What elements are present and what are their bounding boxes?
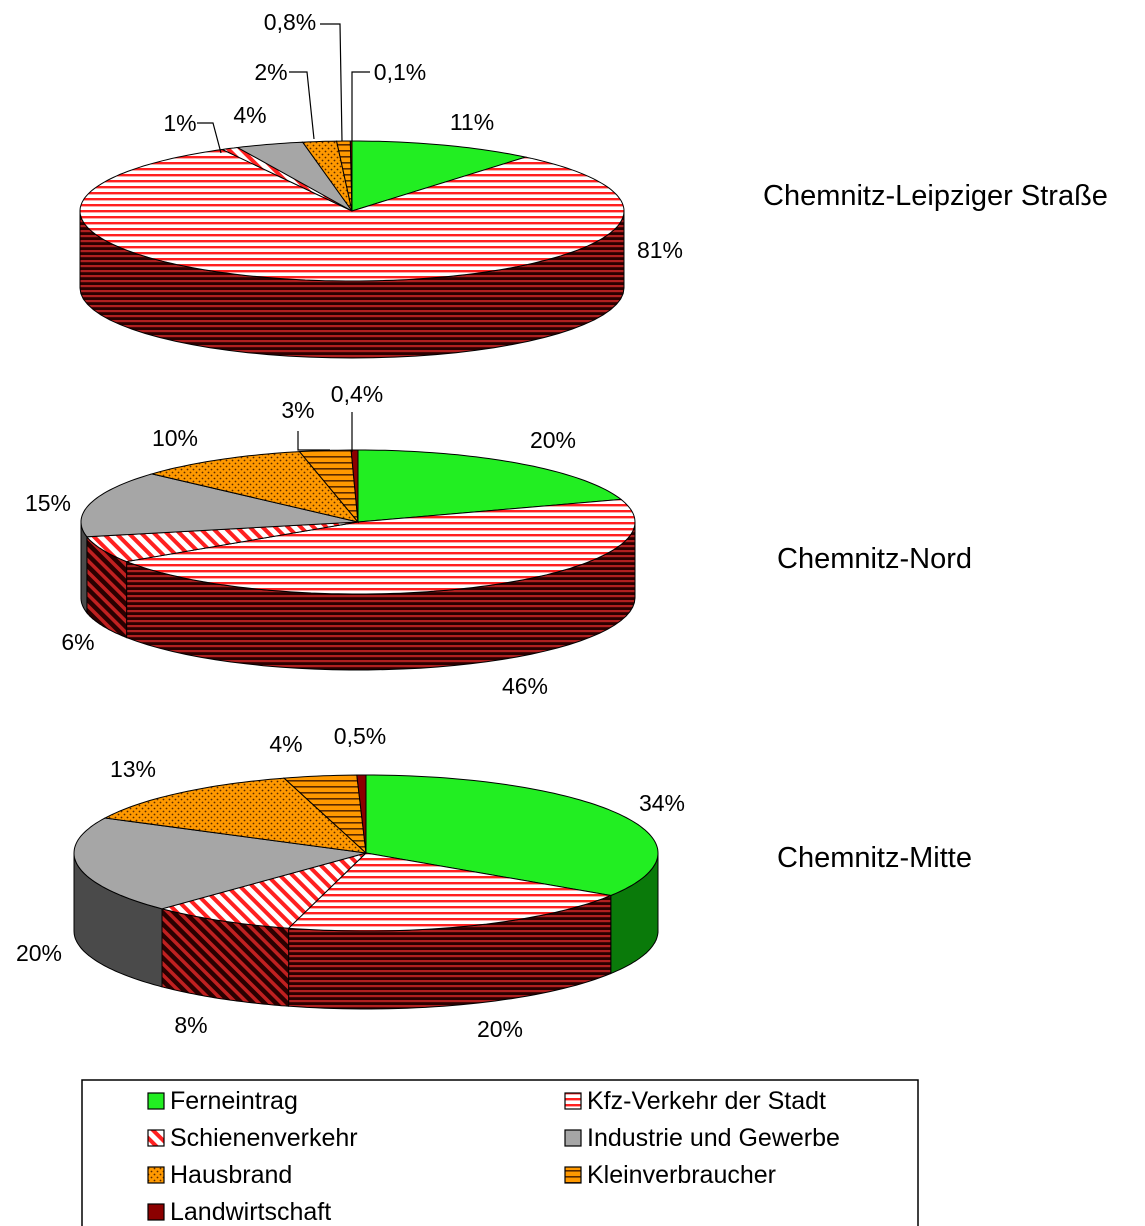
slice-schienenverkehr <box>85 521 359 563</box>
data-label-ferneintrag: 34% <box>639 790 685 816</box>
legend-swatch <box>564 1166 582 1184</box>
legend-item-kleinverbraucher: Kleinverbraucher <box>564 1161 776 1189</box>
slice-ferneintrag <box>357 449 623 523</box>
legend-swatch <box>564 1092 582 1110</box>
slice-hausbrand <box>150 451 360 523</box>
legend-item-ferneintrag: Ferneintrag <box>147 1087 298 1115</box>
slice-landwirtschaft <box>350 449 359 523</box>
legend: Ferneintrag Kfz-Verkehr der Stadt Schienen… <box>81 1079 919 1226</box>
slice-kleinverbraucher <box>282 774 367 855</box>
data-label-industrie-und-gewerbe: 20% <box>16 940 62 966</box>
legend-label: Schienenverkehr <box>170 1124 358 1152</box>
data-label-industrie-und-gewerbe: 15% <box>25 490 71 516</box>
data-label-kleinverbraucher: 3% <box>281 397 314 423</box>
leader-line <box>320 23 343 142</box>
data-label-schienenverkehr: 8% <box>174 1012 207 1038</box>
data-label-kleinverbraucher: 0,8% <box>264 9 316 35</box>
legend-swatch <box>147 1166 165 1184</box>
legend-label: Industrie und Gewerbe <box>587 1124 840 1152</box>
data-label-ferneintrag: 11% <box>450 109 494 135</box>
pie-chart-chemnitz-nord: 20% 46% 6% 15% 10% 3% 0,4% Chemnitz-Nord <box>25 381 972 699</box>
pie-chart-chemnitz-leipziger-strasse: 11% 81% 1% 4% 2% 0,8% 0,1% Chemnitz-Leipziger S… <box>79 9 1108 359</box>
slice-industrie-und-gewerbe <box>73 817 367 910</box>
data-label-hausbrand: 2% <box>254 59 287 85</box>
pie-top <box>80 449 636 595</box>
leader-line <box>351 71 370 141</box>
slice-industrie-und-gewerbe <box>236 141 353 212</box>
data-label-kfz-verkehr-der-stadt: 20% <box>477 1016 523 1042</box>
legend-item-kfz-verkehr-der-stadt: Kfz-Verkehr der Stadt <box>564 1087 826 1115</box>
legend-swatch <box>147 1203 165 1221</box>
data-label-schienenverkehr: 1% <box>163 110 196 136</box>
legend-label: Kfz-Verkehr der Stadt <box>587 1087 826 1115</box>
data-label-hausbrand: 13% <box>110 756 156 782</box>
data-label-landwirtschaft: 0,4% <box>331 381 383 407</box>
pie-top <box>73 774 659 932</box>
legend-item-industrie-und-gewerbe: Industrie und Gewerbe <box>564 1124 840 1152</box>
legend-label: Landwirtschaft <box>170 1198 331 1226</box>
data-label-landwirtschaft: 0,1% <box>374 59 426 85</box>
pie-chart-chemnitz-mitte: 34% 20% 8% 20% 13% 4% 0,5% Chemnitz-Mitte <box>16 723 972 1042</box>
chart-title: Chemnitz-Nord <box>777 543 972 575</box>
slice-kfz-verkehr-der-stadt <box>287 852 613 932</box>
slice-kfz-verkehr-der-stadt <box>124 498 636 595</box>
legend-label: Kleinverbraucher <box>587 1161 776 1189</box>
legend-label: Ferneintrag <box>170 1087 298 1115</box>
pie-sides <box>73 852 659 1010</box>
legend-swatch <box>564 1129 582 1147</box>
charts-layer: 11% 81% 1% 4% 2% 0,8% 0,1% Chemnitz-Leipziger S… <box>16 9 1108 1042</box>
leader-line <box>197 122 222 154</box>
slice-schienenverkehr <box>160 852 367 929</box>
legend-item-schienenverkehr: Schienenverkehr <box>147 1124 358 1152</box>
chart-title: Chemnitz-Mitte <box>777 842 972 874</box>
leader-line <box>289 71 315 140</box>
legend-item-landwirtschaft: Landwirtschaft <box>147 1198 331 1226</box>
slice-industrie-und-gewerbe <box>80 473 359 538</box>
data-label-landwirtschaft: 0,5% <box>334 723 386 749</box>
slice-hausbrand <box>301 140 353 212</box>
slice-kfz-verkehr-der-stadt <box>79 148 625 282</box>
leader-line <box>297 431 330 451</box>
slice-ferneintrag <box>351 140 528 212</box>
data-label-ferneintrag: 20% <box>530 427 576 453</box>
chart-title: Chemnitz-Leipziger Straße <box>763 180 1108 212</box>
data-label-schienenverkehr: 6% <box>61 629 94 655</box>
legend-swatch <box>147 1092 165 1110</box>
legend-swatch <box>147 1129 165 1147</box>
legend-box <box>81 1079 919 1226</box>
slice-hausbrand <box>103 777 368 854</box>
data-label-industrie-und-gewerbe: 4% <box>233 102 266 128</box>
legend-label: Hausbrand <box>170 1161 292 1189</box>
pie-top <box>79 140 625 282</box>
data-label-kfz-verkehr-der-stadt: 81% <box>637 237 683 263</box>
data-label-kfz-verkehr-der-stadt: 46% <box>502 673 548 699</box>
slice-landwirtschaft <box>356 774 367 854</box>
data-label-kleinverbraucher: 4% <box>269 731 302 757</box>
data-label-hausbrand: 10% <box>152 425 198 451</box>
legend-item-hausbrand: Hausbrand <box>147 1161 292 1189</box>
